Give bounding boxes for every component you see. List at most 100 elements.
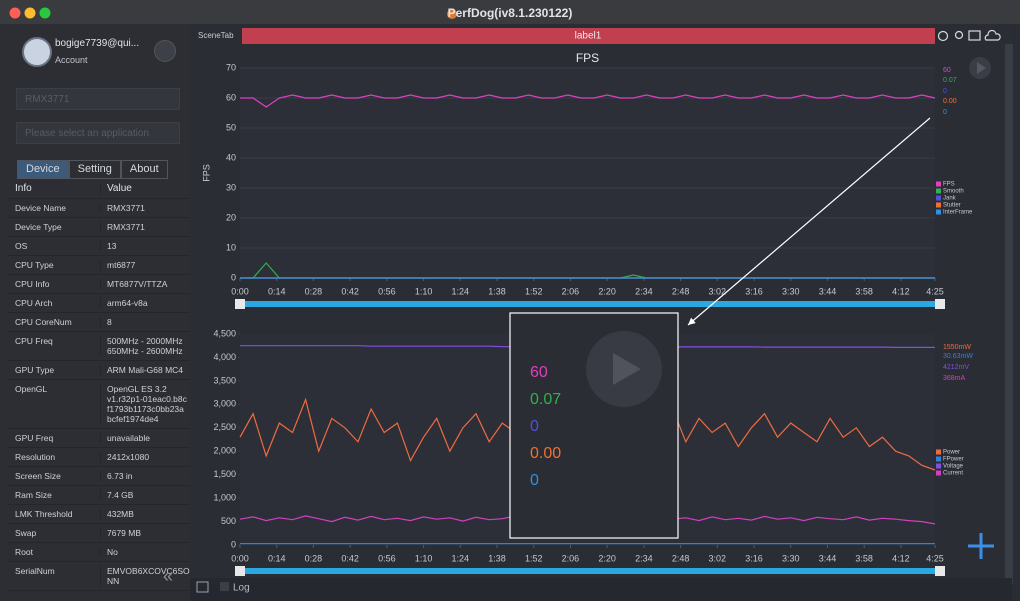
info-table: Info Value Device Name RMX3771 Device Type… [8,180,190,591]
folder-icon[interactable] [968,30,981,41]
x-tick-label: 0:28 [305,553,323,563]
time-scrollbar[interactable] [240,301,940,307]
log-checkbox[interactable] [220,582,229,591]
info-value: 8 [100,317,190,327]
table-row: OS 13 [8,237,190,256]
toolbar-icons [937,29,1001,42]
tab[interactable]: Device [17,160,69,179]
legend-swatch [936,209,941,215]
add-button[interactable] [968,533,994,559]
y-tick-label: 0 [231,272,236,282]
pin-icon[interactable] [954,30,964,40]
location-icon[interactable] [937,30,949,42]
x-tick-label: 3:44 [819,286,837,296]
legend-label: Stutter [943,203,961,209]
log-toggle[interactable] [196,581,209,593]
info-label: CPU Arch [15,298,53,308]
info-label: LMK Threshold [15,509,73,519]
scroll-handle[interactable] [935,566,945,576]
label-bar[interactable] [242,28,935,44]
x-tick-label: 2:20 [598,286,616,296]
legend-swatch [936,188,941,194]
current-value: 368mA [943,375,966,382]
value-line: 500MHz - 2000MHz [107,336,183,346]
legend-label: Jank [943,196,957,202]
y-tick-label: 50 [226,122,236,132]
table-row: CPU Info MT6877V/TTZA [8,275,190,294]
bottom-bar [190,578,1012,601]
table-row: LMK Threshold 432MB [8,505,190,524]
info-value: RMX3771 [100,203,190,213]
y-tick-label: 3,500 [213,375,236,385]
x-tick-label: 0:56 [378,553,396,563]
x-tick-label: 2:34 [635,286,653,296]
current-value: 1550mW [943,344,971,351]
avatar[interactable] [22,37,52,67]
minimize-button[interactable] [24,7,36,19]
info-value: arm64-v8a [100,298,190,308]
info-value: 500MHz - 2000MHz 650MHz - 2600MHz [100,336,190,356]
scroll-handle[interactable] [235,566,245,576]
x-tick-label: 0:14 [268,286,286,296]
x-tick-label: 3:44 [819,553,837,563]
title-bar [0,0,1020,24]
table-row: CPU Freq 500MHz - 2000MHz 650MHz - 2600MHz [8,332,190,361]
x-tick-label: 2:34 [635,553,653,563]
info-label: Resolution [15,452,56,462]
plot-area [240,68,935,278]
time-scrollbar[interactable] [240,568,940,574]
overlay-value: 0.00 [530,445,561,462]
x-tick-label: 3:58 [855,286,873,296]
y-tick-label: 40 [226,152,236,162]
tab[interactable]: Setting [68,160,121,179]
x-tick-label: 4:12 [892,286,910,296]
legend-swatch [936,463,941,469]
y-tick-label: 4,500 [213,328,236,338]
x-tick-label: 1:38 [488,553,506,563]
x-tick-label: 2:06 [562,553,580,563]
account-link[interactable]: Account [55,55,88,65]
x-tick-label: 1:10 [415,286,433,296]
table-row: Ram Size 7.4 GB [8,486,190,505]
cloud-icon[interactable] [984,29,1001,41]
stop-button[interactable] [154,40,176,62]
overlay-value: 0.07 [530,391,561,408]
value-line: f1793b1173c0bb23a [107,404,184,414]
x-tick-label: 1:24 [452,553,470,563]
y-tick-label: 4,000 [213,352,236,362]
x-tick-label: 0:00 [231,553,249,563]
user-name: bogige7739@qui... [55,38,140,49]
zoom-button[interactable] [39,7,51,19]
x-tick-label: 2:48 [672,286,690,296]
current-value: 0 [943,88,947,95]
scroll-handle[interactable] [935,299,945,309]
series-line [240,94,936,108]
legend-label: Power [943,450,960,456]
info-label: Screen Size [15,471,61,481]
scene-tab[interactable]: SceneTab [198,31,234,40]
scroll-handle[interactable] [235,299,245,309]
table-row: SerialNum EMVOB6XCOVC6SO NN [8,562,190,591]
x-tick-label: 1:52 [525,286,543,296]
x-tick-label: 2:06 [562,286,580,296]
app-select[interactable]: Please select an application [16,122,180,144]
play-icon [613,353,641,385]
tab[interactable]: About [120,160,168,179]
scrollbar[interactable] [1005,44,1013,584]
legend-swatch [936,470,941,476]
x-tick-label: 3:58 [855,553,873,563]
legend-swatch [936,449,941,455]
value-line: NN [107,576,120,586]
legend-label: FPS [943,182,955,188]
y-tick-label: 2,000 [213,446,236,456]
x-tick-label: 4:25 [926,286,944,296]
device-select[interactable]: RMX3771 [16,88,180,110]
info-label: GPU Freq [15,433,54,443]
info-label: Swap [15,528,37,538]
info-value: OpenGL ES 3.2 v1.r32p1-01eac0.b8c f1793b11… [100,384,190,424]
close-button[interactable] [9,7,21,19]
info-label: CPU Freq [15,336,53,346]
collapse-icon[interactable]: « [163,566,174,586]
